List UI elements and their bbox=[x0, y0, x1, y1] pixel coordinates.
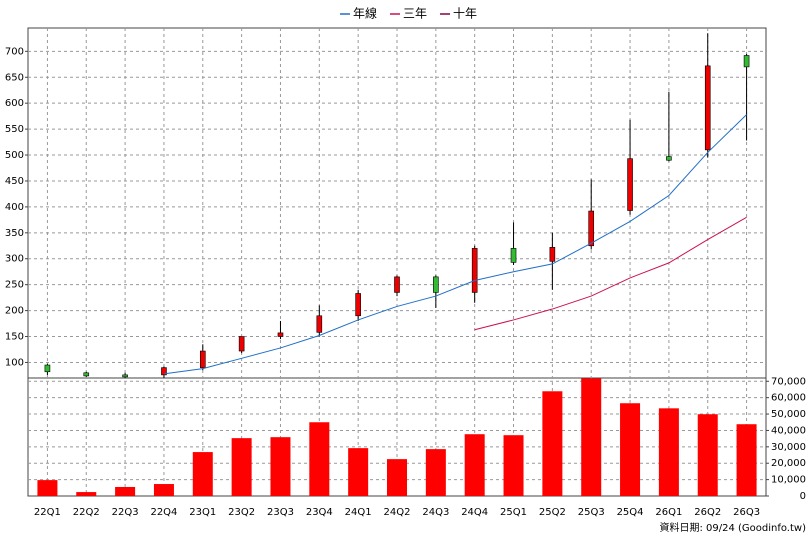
volume-bar bbox=[387, 459, 407, 496]
candle-body bbox=[433, 276, 439, 293]
ma-line bbox=[474, 216, 747, 331]
x-tick-label: 24Q2 bbox=[384, 507, 411, 518]
y-tick-label: 650 bbox=[5, 72, 24, 83]
candle-body bbox=[238, 336, 245, 352]
candle-body bbox=[199, 350, 206, 368]
candle-body bbox=[161, 367, 167, 376]
candle-body bbox=[627, 158, 633, 211]
candle-body bbox=[44, 364, 51, 373]
volume-bar bbox=[348, 448, 369, 496]
candle-body bbox=[277, 332, 284, 337]
y-tick-label: 40,000 bbox=[771, 425, 806, 436]
y-tick-label: 500 bbox=[5, 150, 24, 161]
candle-body bbox=[355, 293, 361, 317]
x-tick-label: 25Q3 bbox=[578, 507, 605, 518]
x-tick-label: 22Q3 bbox=[112, 507, 139, 518]
x-tick-label: 26Q2 bbox=[694, 507, 721, 518]
volume-bar bbox=[231, 438, 252, 496]
candle-body bbox=[394, 276, 400, 293]
candle-body bbox=[666, 156, 672, 161]
x-tick-label: 24Q3 bbox=[422, 507, 449, 518]
candle-body bbox=[588, 210, 595, 247]
volume-bar bbox=[425, 449, 446, 496]
x-tick-label: 22Q1 bbox=[34, 507, 61, 518]
x-tick-label: 24Q1 bbox=[345, 507, 372, 518]
volume-bar bbox=[503, 435, 524, 496]
legend-label: 十年 bbox=[453, 7, 477, 21]
candle-body bbox=[510, 248, 517, 263]
volume-bar bbox=[697, 414, 718, 496]
y-tick-label: 600 bbox=[5, 98, 24, 109]
volume-bar bbox=[658, 408, 679, 496]
y-tick-label: 350 bbox=[5, 228, 24, 239]
y-tick-label: 250 bbox=[5, 280, 24, 291]
x-tick-label: 23Q4 bbox=[306, 507, 333, 518]
volume-bar bbox=[309, 422, 330, 496]
candle-body bbox=[471, 248, 478, 293]
volume-bar bbox=[153, 484, 174, 496]
y-tick-label: 400 bbox=[5, 202, 24, 213]
y-tick-label: 20,000 bbox=[771, 458, 806, 469]
candle-body bbox=[549, 247, 556, 262]
y-tick-label: 60,000 bbox=[771, 393, 806, 404]
footer-note: 資料日期: 09/24 (Goodinfo.tw) bbox=[659, 521, 806, 534]
volume-bar bbox=[736, 424, 757, 496]
candle-body bbox=[122, 374, 128, 378]
y-tick-label: 50,000 bbox=[771, 409, 806, 420]
x-tick-label: 26Q1 bbox=[655, 507, 682, 518]
y-tick-label: 300 bbox=[5, 254, 24, 265]
x-tick-label: 25Q4 bbox=[617, 507, 644, 518]
x-tick-label: 26Q3 bbox=[733, 507, 760, 518]
y-tick-label: 700 bbox=[5, 46, 24, 57]
x-tick-label: 24Q4 bbox=[461, 507, 488, 518]
legend-label: 三年 bbox=[403, 7, 427, 21]
y-tick-label: 10,000 bbox=[771, 475, 806, 486]
y-tick-label: 0 bbox=[800, 491, 806, 502]
y-tick-label: 70,000 bbox=[771, 376, 806, 387]
volume-bar bbox=[620, 403, 641, 496]
y-tick-label: 450 bbox=[5, 176, 24, 187]
volume-bar bbox=[581, 378, 602, 496]
volume-bar bbox=[76, 492, 97, 496]
y-tick-label: 100 bbox=[5, 357, 24, 368]
volume-bar bbox=[542, 391, 563, 496]
x-tick-label: 23Q2 bbox=[228, 507, 255, 518]
y-tick-label: 150 bbox=[5, 332, 24, 343]
volume-bar bbox=[115, 486, 136, 496]
volume-bar bbox=[270, 437, 291, 496]
x-tick-label: 23Q1 bbox=[189, 507, 216, 518]
ma-line bbox=[163, 114, 747, 375]
candle-body bbox=[316, 315, 323, 333]
x-tick-label: 25Q1 bbox=[500, 507, 527, 518]
x-tick-label: 25Q2 bbox=[539, 507, 566, 518]
legend-label: 年線 bbox=[353, 6, 377, 21]
candle-body bbox=[704, 65, 711, 151]
volume-bar bbox=[192, 452, 213, 496]
y-tick-label: 200 bbox=[5, 306, 24, 317]
y-tick-label: 550 bbox=[5, 124, 24, 135]
y-tick-label: 30,000 bbox=[771, 442, 806, 453]
x-tick-label: 23Q3 bbox=[267, 507, 294, 518]
candle-body bbox=[743, 55, 750, 68]
volume-bar bbox=[37, 480, 58, 496]
x-tick-label: 22Q4 bbox=[150, 507, 177, 518]
volume-bar bbox=[464, 434, 485, 496]
x-tick-label: 22Q2 bbox=[73, 507, 100, 518]
candle-body bbox=[83, 372, 90, 377]
